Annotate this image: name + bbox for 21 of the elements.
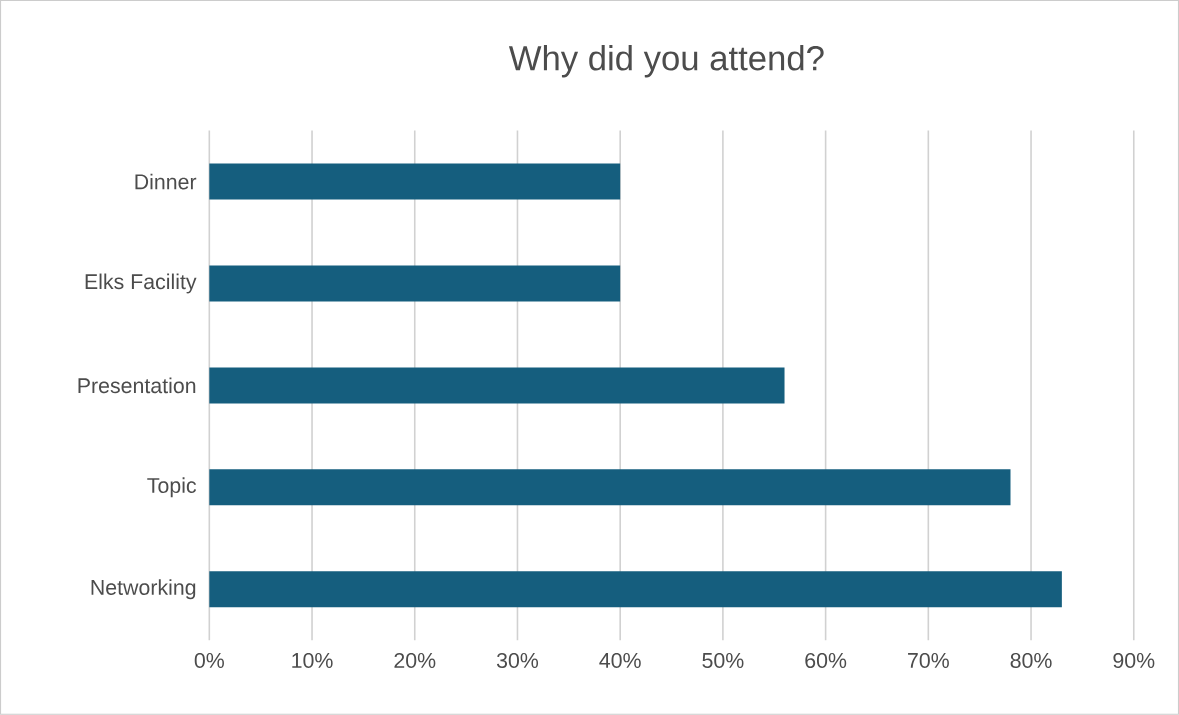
y-tick-label: Elks Facility	[85, 273, 197, 294]
x-tick-label: 90%	[1113, 653, 1155, 669]
x-tick-label: 20%	[394, 653, 436, 669]
x-tick-label: 30%	[496, 653, 539, 669]
y-tick-label: Networking	[91, 579, 196, 600]
bar	[209, 367, 785, 404]
x-tick-label: 40%	[599, 653, 641, 669]
x-tick-label: 0%	[194, 653, 224, 669]
y-tick-label: Presentation	[78, 377, 196, 394]
chart-title: Why did you attend?	[508, 45, 824, 78]
bar	[209, 571, 1062, 608]
y-tick-label: Dinner	[135, 173, 197, 190]
y-tick-label: Topic	[147, 477, 197, 498]
bar	[209, 469, 1011, 506]
x-tick-label: 60%	[805, 653, 847, 669]
x-tick-label: 70%	[908, 653, 949, 669]
bar	[209, 265, 621, 302]
x-tick-label: 50%	[702, 653, 744, 669]
x-tick-label: 80%	[1010, 653, 1052, 669]
bar	[209, 163, 621, 200]
x-tick-label: 10%	[292, 653, 333, 669]
